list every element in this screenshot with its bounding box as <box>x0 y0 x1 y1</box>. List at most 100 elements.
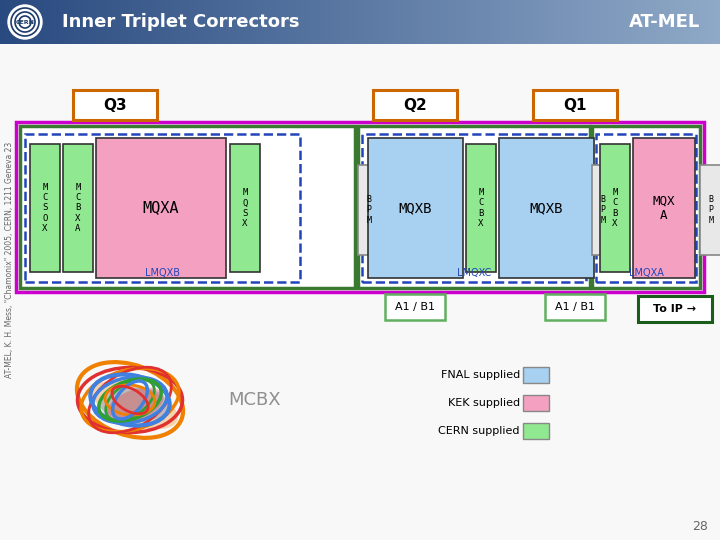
Text: M
C
S
O
X: M C S O X <box>42 184 48 233</box>
Bar <box>67 0 70 44</box>
Bar <box>86 0 89 44</box>
Bar <box>283 0 286 44</box>
Bar <box>559 0 562 44</box>
Bar <box>590 0 593 44</box>
Bar <box>485 0 487 44</box>
Bar <box>36 0 39 44</box>
Bar <box>214 0 217 44</box>
Bar <box>202 0 204 44</box>
Text: Q2: Q2 <box>403 98 427 112</box>
Bar <box>204 0 207 44</box>
Bar <box>477 0 480 44</box>
Bar <box>96 138 226 278</box>
Bar <box>365 0 368 44</box>
Bar <box>660 0 663 44</box>
Bar <box>600 144 630 272</box>
Bar <box>593 0 595 44</box>
Bar <box>117 0 120 44</box>
Bar <box>382 0 384 44</box>
Bar <box>300 0 303 44</box>
Bar <box>394 0 397 44</box>
Bar <box>552 0 555 44</box>
Bar <box>84 0 87 44</box>
Ellipse shape <box>107 388 163 422</box>
Text: CERN supplied: CERN supplied <box>438 426 520 436</box>
Bar <box>286 0 289 44</box>
Bar <box>638 296 712 322</box>
Bar <box>557 0 559 44</box>
Bar <box>482 0 485 44</box>
Bar <box>711 0 714 44</box>
Bar <box>619 0 622 44</box>
Bar <box>564 0 567 44</box>
Bar <box>466 144 496 272</box>
Text: MQX
A: MQX A <box>653 194 675 222</box>
Bar <box>432 0 435 44</box>
Bar <box>269 0 271 44</box>
Bar <box>293 0 296 44</box>
Bar <box>261 0 264 44</box>
Bar <box>297 0 300 44</box>
Bar <box>679 0 682 44</box>
Bar <box>495 0 498 44</box>
Text: MCBX: MCBX <box>229 391 282 409</box>
Bar <box>355 0 358 44</box>
Bar <box>398 0 401 44</box>
Bar <box>605 0 608 44</box>
Bar <box>125 0 127 44</box>
Bar <box>626 0 629 44</box>
Bar <box>259 0 262 44</box>
Bar <box>636 0 639 44</box>
Bar <box>252 0 255 44</box>
Bar <box>698 0 701 44</box>
Bar <box>0 0 3 44</box>
Bar <box>238 0 240 44</box>
Bar <box>178 0 181 44</box>
Bar <box>77 0 80 44</box>
Bar <box>146 0 149 44</box>
Bar <box>502 0 505 44</box>
Bar <box>506 0 509 44</box>
Bar <box>672 0 675 44</box>
Bar <box>235 0 238 44</box>
Bar <box>708 0 711 44</box>
Bar <box>149 0 152 44</box>
Bar <box>161 0 163 44</box>
Bar <box>279 0 282 44</box>
Bar <box>526 0 528 44</box>
Bar <box>45 0 48 44</box>
Bar <box>353 0 356 44</box>
Bar <box>384 0 387 44</box>
Bar <box>655 0 658 44</box>
Bar <box>17 0 19 44</box>
Bar <box>250 0 253 44</box>
Bar <box>317 0 320 44</box>
Bar <box>43 0 46 44</box>
Bar <box>70 0 73 44</box>
Bar <box>439 0 442 44</box>
Text: M
C
B
X: M C B X <box>478 188 484 227</box>
Bar <box>617 0 620 44</box>
Bar <box>369 0 372 44</box>
Bar <box>603 0 606 44</box>
Bar <box>509 0 512 44</box>
Bar <box>55 0 58 44</box>
Bar <box>197 0 199 44</box>
Bar <box>441 0 444 44</box>
Bar <box>173 0 176 44</box>
Bar <box>72 0 75 44</box>
Bar <box>194 0 197 44</box>
Bar <box>254 0 257 44</box>
Bar <box>521 0 523 44</box>
Bar <box>360 0 363 44</box>
Bar <box>2 0 5 44</box>
Bar <box>30 144 60 272</box>
Bar <box>9 0 12 44</box>
Bar <box>513 0 516 44</box>
Bar <box>403 0 406 44</box>
Bar <box>310 0 312 44</box>
Bar <box>336 0 339 44</box>
Bar <box>487 0 490 44</box>
Bar <box>588 0 591 44</box>
Bar <box>434 0 437 44</box>
